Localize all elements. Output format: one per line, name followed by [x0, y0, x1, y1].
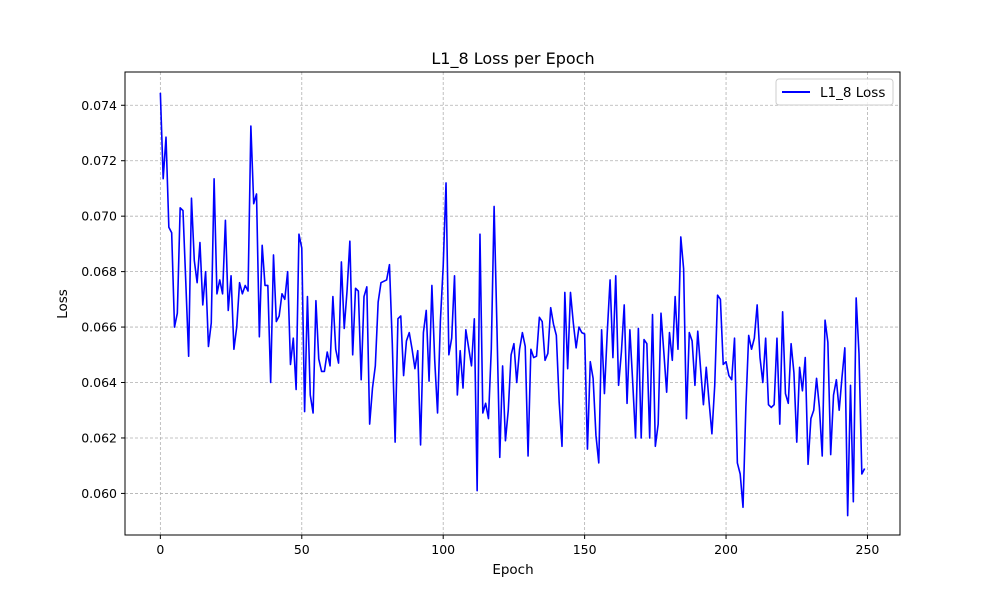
chart-title: L1_8 Loss per Epoch — [431, 49, 594, 69]
x-tick-label: 250 — [856, 542, 880, 557]
x-tick-label: 0 — [156, 542, 164, 557]
x-tick-label: 100 — [431, 542, 455, 557]
y-tick-label: 0.064 — [81, 375, 117, 390]
y-tick-label: 0.070 — [81, 209, 117, 224]
y-tick-label: 0.068 — [81, 264, 117, 279]
y-tick-label: 0.062 — [81, 430, 117, 445]
x-tick-label: 150 — [573, 542, 597, 557]
grid-lines — [125, 72, 900, 535]
x-axis-label: Epoch — [492, 562, 533, 578]
y-tick-label: 0.060 — [81, 486, 117, 501]
legend-label: L1_8 Loss — [820, 85, 885, 101]
x-tick-label: 200 — [714, 542, 738, 557]
y-tick-label: 0.066 — [81, 320, 117, 335]
x-axis: 0 50 100 150 200 250 — [156, 535, 879, 557]
legend: L1_8 Loss — [775, 78, 894, 106]
series-line — [159, 92, 866, 517]
y-tick-label: 0.072 — [81, 153, 117, 168]
y-axis-label: Loss — [55, 289, 71, 319]
series-layer — [159, 92, 866, 517]
y-axis: 0.060 0.062 0.064 0.066 0.068 0.070 0.072 0.074 — [81, 98, 125, 501]
legend-box — [775, 78, 894, 106]
plot-area-frame — [124, 71, 901, 536]
x-tick-label: 50 — [294, 542, 310, 557]
y-tick-label: 0.074 — [81, 98, 117, 113]
